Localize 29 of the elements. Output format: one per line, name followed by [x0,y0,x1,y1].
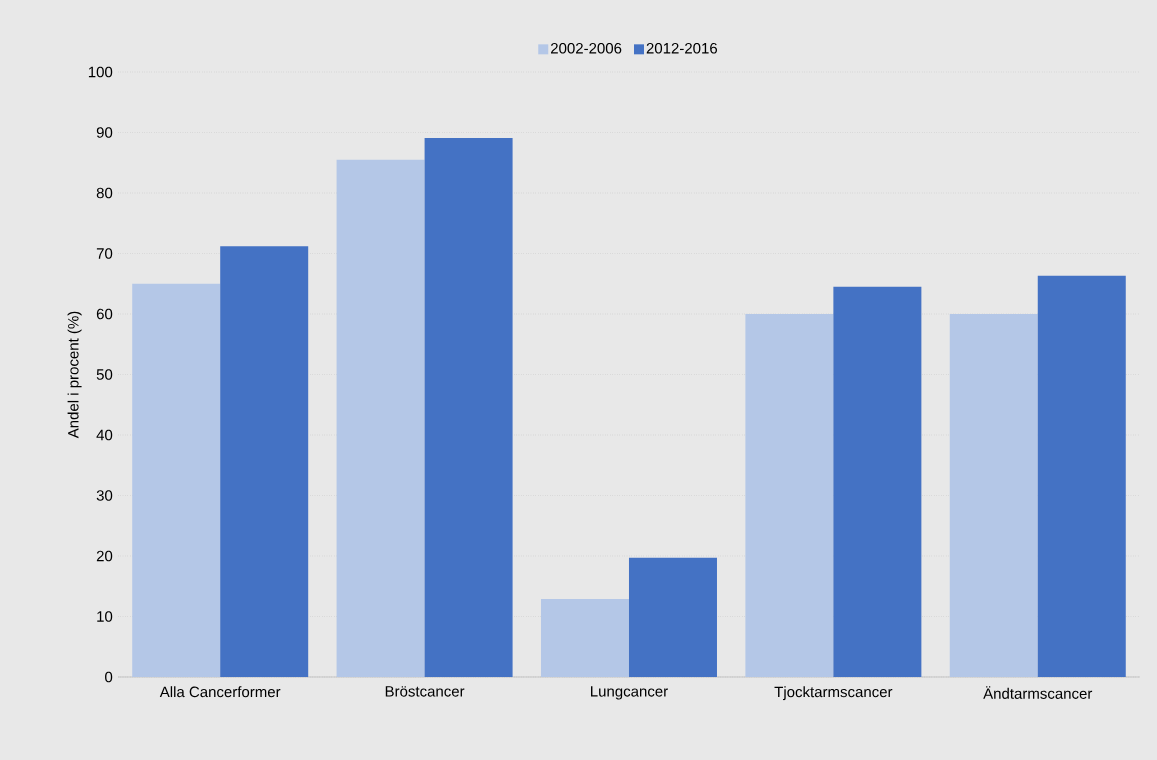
bar [220,246,309,677]
y-tick-label: 70 [96,248,113,259]
x-tick-label: Ändtarmscancer [983,686,1093,699]
bar [949,313,1038,677]
bar [336,159,425,677]
y-tick-label: 0 [105,671,113,683]
y-tick-label: 90 [96,127,113,138]
bar [833,286,922,677]
y-tick-label: 40 [96,429,113,441]
bar [424,137,513,677]
bar [1037,275,1126,677]
bar [540,598,629,677]
legend-label: 2002-2006 [551,42,622,54]
x-tick-label: Lungcancer [591,686,668,700]
y-axis-title: Andel i procent (%) [67,311,82,439]
y-tick-label: 80 [96,187,113,199]
x-tick-label: Tjocktarmscancer [774,686,893,701]
y-tick-label: 10 [97,611,113,622]
bar [132,283,221,677]
bar [628,557,717,677]
bar [745,313,834,677]
y-tick-label: 60 [96,308,113,320]
y-tick-label: 100 [88,66,113,78]
y-tick-label: 50 [96,369,113,380]
legend-label: 2012-2016 [646,42,718,54]
x-tick-label: Bröstcancer [385,686,465,697]
x-tick-label: Alla Cancerformer [159,686,281,698]
y-tick-label: 20 [96,550,113,562]
y-tick-label: 30 [96,490,113,501]
